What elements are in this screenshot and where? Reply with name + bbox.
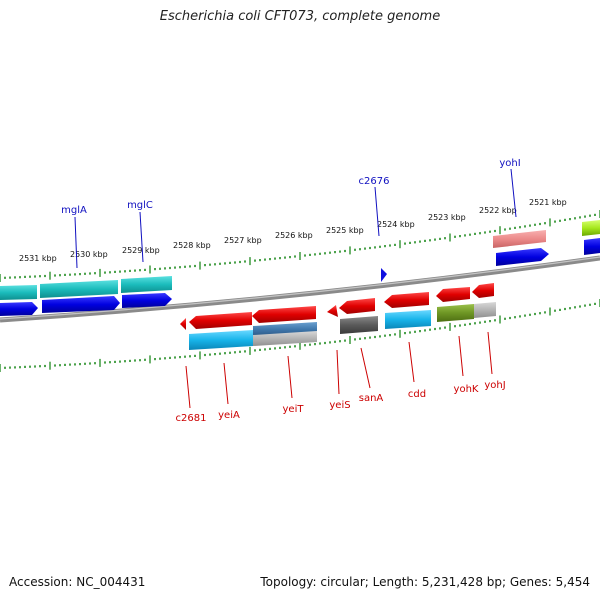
gene-label: yeiA [218,410,240,421]
kbp-label: 2526 kbp [275,231,313,240]
scale-ticks-upper [0,210,600,282]
kbp-label: 2530 kbp [70,250,108,259]
gene-box-cyan [385,310,431,329]
label-leader-line [360,347,371,389]
reverse-strand-features [180,283,496,350]
gene-box-gray [253,331,317,346]
gene-label: c2681 [176,413,207,424]
map-title: Escherichia coli CFT073, complete genome [159,9,441,24]
gene-box-olive [437,304,474,322]
kbp-labels: 2531 kbp 2530 kbp 2529 kbp 2528 kbp 2527… [19,198,567,263]
label-leader-line [223,362,229,405]
gene-label: cdd [408,389,426,400]
label-leader-line [487,331,493,375]
kbp-label: 2525 kbp [326,226,364,235]
gene-label: yeiS [329,400,350,411]
label-leader-line [74,216,78,269]
gene-label: yohJ [484,380,505,391]
label-leader-line [374,186,380,237]
gene-arrow-blue [496,248,549,266]
genome-backbone [0,255,600,323]
forward-strand-features [0,220,600,316]
label-leader-line [185,365,191,409]
gene-label: yeiT [283,404,305,415]
gene-label: yohK [454,384,479,395]
gene-arrow-teal [40,280,118,298]
gene-arrow-teal [0,285,37,300]
gene-arrow-red [189,312,252,329]
label-leader-line [287,355,293,399]
kbp-label: 2521 kbp [529,198,567,207]
scale-ticks-lower [0,299,600,372]
gene-arrow-red [252,306,316,323]
kbp-label: 2529 kbp [122,246,160,255]
genome-backbone-highlight [0,256,600,320]
gene-arrow-red [384,292,429,308]
gene-label: mglA [61,205,87,216]
gene-arrow-blue [381,268,387,282]
genome-stats-label: Topology: circular; Length: 5,231,428 bp… [260,575,590,589]
gene-box-gray [474,302,496,318]
kbp-label: 2527 kbp [224,236,262,245]
gene-arrow-red [436,287,470,302]
gene-arrow-blue [0,302,38,316]
label-leader-line [458,335,464,377]
gene-arrow-blue [584,238,600,255]
gene-label: mglC [127,200,153,211]
gene-arrow-red [339,298,375,314]
gene-arrow-lime [582,220,600,236]
label-leader-line [139,211,144,263]
gene-label: sanA [359,393,384,404]
kbp-label: 2523 kbp [428,213,466,222]
label-leader-line [408,341,415,383]
gene-arrow-red [472,283,494,298]
kbp-label: 2524 kbp [377,220,415,229]
gene-box-darkgray [340,316,378,334]
gene-arrow-blue [42,296,120,313]
gene-arrow-teal [121,276,172,293]
gene-arrow-red [180,318,186,330]
gene-arrow-pink [493,230,546,248]
gene-arrow-red [327,305,338,317]
kbp-label: 2531 kbp [19,254,57,263]
gene-label: yohI [499,158,520,169]
label-leader-line [510,168,517,218]
gene-box-cyan [189,330,253,350]
kbp-label: 2528 kbp [173,241,211,250]
kbp-label: 2522 kbp [479,206,517,215]
gene-arrow-blue [122,293,172,308]
accession-label: Accession: NC_004431 [9,575,146,589]
label-leader-line [336,349,340,395]
gene-labels-top: mglA mglC c2676 yohI [61,158,521,269]
gene-label: c2676 [359,176,390,187]
gene-labels-bottom: c2681 yeiA yeiT yeiS sanA cdd yohK yohJ [176,331,506,424]
